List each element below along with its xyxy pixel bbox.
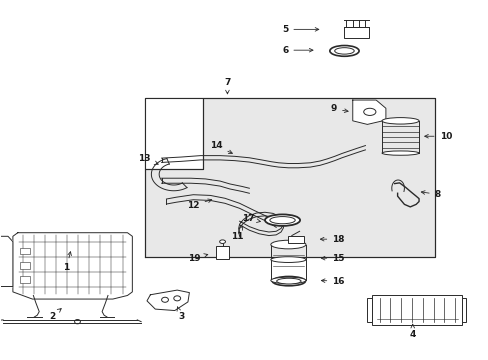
Bar xyxy=(287,235,303,243)
Ellipse shape xyxy=(264,215,300,226)
Polygon shape xyxy=(352,100,385,125)
Text: 8: 8 xyxy=(421,190,440,199)
Ellipse shape xyxy=(334,48,353,54)
Text: 1: 1 xyxy=(63,252,71,273)
Bar xyxy=(343,27,368,38)
Text: 5: 5 xyxy=(282,25,318,34)
Polygon shape xyxy=(13,233,132,299)
Ellipse shape xyxy=(363,108,375,116)
Text: 19: 19 xyxy=(187,254,207,263)
Text: 2: 2 xyxy=(49,309,61,321)
Text: 7: 7 xyxy=(224,78,230,94)
Circle shape xyxy=(173,296,180,301)
Bar xyxy=(20,276,30,283)
Text: 16: 16 xyxy=(321,276,344,285)
Bar xyxy=(371,295,462,325)
Text: 6: 6 xyxy=(282,46,312,55)
Text: 12: 12 xyxy=(187,199,211,210)
Bar xyxy=(215,246,229,259)
Text: 3: 3 xyxy=(177,307,184,321)
Text: 15: 15 xyxy=(321,254,344,263)
Text: 13: 13 xyxy=(138,154,158,165)
Text: 9: 9 xyxy=(330,104,347,113)
Text: 4: 4 xyxy=(409,324,415,339)
Polygon shape xyxy=(0,236,13,287)
Bar xyxy=(144,98,434,257)
Text: 14: 14 xyxy=(209,141,232,153)
Bar xyxy=(20,262,30,269)
Polygon shape xyxy=(147,290,189,311)
Ellipse shape xyxy=(329,45,358,56)
Ellipse shape xyxy=(276,278,301,284)
Ellipse shape xyxy=(219,240,225,243)
Text: 10: 10 xyxy=(424,132,451,141)
Bar xyxy=(366,298,371,321)
Ellipse shape xyxy=(270,257,305,262)
Ellipse shape xyxy=(381,118,418,124)
Ellipse shape xyxy=(270,277,305,284)
Text: 17: 17 xyxy=(241,214,260,223)
Bar xyxy=(462,298,466,321)
Circle shape xyxy=(161,297,168,302)
Bar xyxy=(20,248,30,254)
Ellipse shape xyxy=(272,276,305,286)
Ellipse shape xyxy=(270,240,305,249)
Text: 18: 18 xyxy=(320,235,344,244)
Bar xyxy=(144,98,203,169)
Text: 11: 11 xyxy=(230,226,243,240)
Ellipse shape xyxy=(381,151,418,155)
Ellipse shape xyxy=(269,217,295,224)
